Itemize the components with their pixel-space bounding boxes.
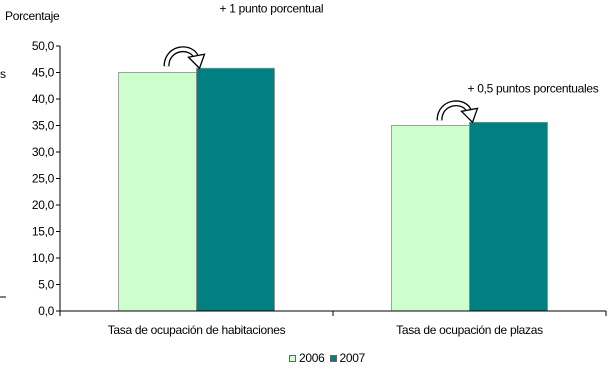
y-tick-label: 30,0 — [32, 145, 55, 159]
y-tick-label: 40,0 — [32, 92, 55, 106]
cropped-side-label: s — [0, 67, 6, 81]
arrow-head — [460, 107, 479, 124]
bar-2006-2 — [391, 125, 470, 312]
arrow-body — [164, 47, 199, 67]
x-axis: Tasa de ocupación de habitaciones Tasa de… — [59, 310, 607, 337]
y-axis: 0,0 5,0 10,0 15,0 20,0 25,0 30,0 35,0 40,0 45,0 50… — [32, 39, 61, 318]
annotation-text-2: + 0,5 puntos porcentuales — [468, 81, 599, 95]
y-tick-label: 5,0 — [38, 278, 54, 292]
x-tick-label: Tasa de ocupación de plazas — [396, 323, 543, 337]
arrow-head — [187, 53, 206, 70]
y-tick-label: 0,0 — [38, 304, 54, 318]
annotation-arrow-2 — [436, 100, 479, 124]
legend-swatch — [289, 354, 296, 362]
annotations: + 1 punto porcentual + 0,5 puntos porcent… — [163, 1, 599, 124]
bar-2006-1 — [118, 72, 197, 312]
legend-label: 2007 — [339, 351, 366, 365]
y-tick-label: 10,0 — [32, 251, 55, 265]
y-axis-label: Porcentaje — [5, 9, 60, 23]
legend: 2006 2007 — [289, 351, 370, 365]
y-tick-label: 35,0 — [32, 119, 55, 133]
legend-label: 2006 — [299, 351, 325, 365]
bar-2007-2 — [469, 121, 548, 312]
y-tick-label: 45,0 — [32, 66, 55, 80]
annotation-arrow-1 — [163, 46, 206, 70]
legend-swatch — [329, 354, 337, 362]
arrow-body — [437, 101, 472, 121]
legend-item-2006: 2006 — [289, 351, 325, 365]
legend-item-2007: 2007 — [329, 351, 366, 365]
bars — [118, 67, 548, 312]
y-tick-label: 50,0 — [32, 39, 55, 53]
y-tick-label: 20,0 — [32, 198, 55, 212]
bar-2007-1 — [196, 67, 275, 312]
x-tick-label: Tasa de ocupación de habitaciones — [108, 323, 286, 337]
y-tick-label: 15,0 — [32, 225, 55, 239]
y-tick-label: 25,0 — [32, 172, 55, 186]
annotation-text-1: + 1 punto porcentual — [220, 1, 324, 15]
